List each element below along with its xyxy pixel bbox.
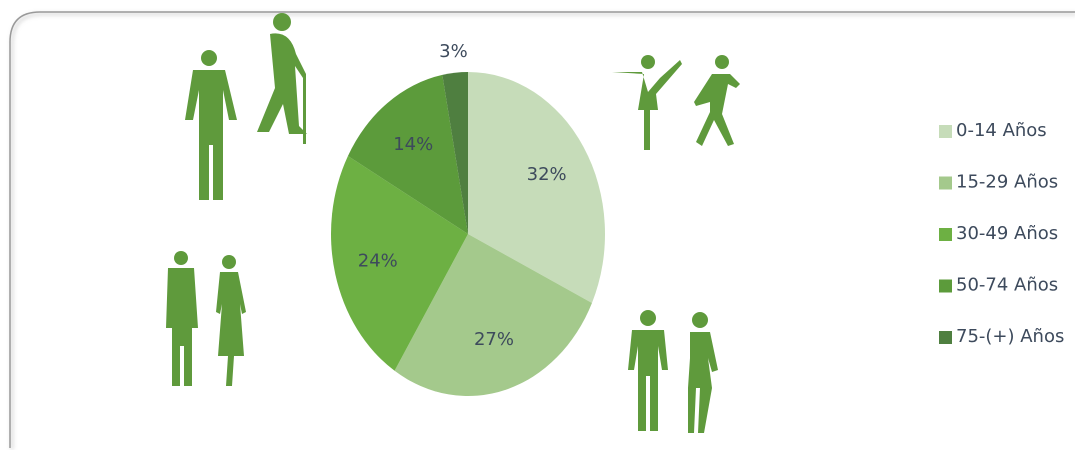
legend-swatch [939, 280, 952, 293]
legend-label: 15-29 Años [956, 172, 1058, 193]
legend-label: 0-14 Años [956, 120, 1047, 141]
legend-label: 30-49 Años [956, 223, 1058, 244]
data-label: 32% [527, 164, 567, 185]
legend-swatch [939, 228, 952, 241]
data-label: 14% [393, 134, 433, 155]
data-label: 27% [474, 329, 514, 350]
legend: 0-14 Años 15-29 Años 30-49 Años 50-74 Años 7… [939, 120, 1064, 347]
legend-swatch [939, 331, 952, 344]
chart: 32% 27% 24% 14% 3% 0-14 Años 15-29 Años 30-49 … [0, 0, 1075, 450]
legend-label: 75-(+) Años [956, 326, 1064, 347]
legend-swatch [939, 177, 952, 190]
legend-label: 50-74 Años [956, 275, 1058, 296]
page: {"chart_data": {"type": "pie", "categori… [0, 0, 1075, 450]
legend-swatch [939, 125, 952, 138]
data-label: 24% [358, 250, 398, 271]
pie: 32% 27% 24% 14% 3% [331, 41, 605, 396]
data-label: 3% [439, 41, 468, 62]
